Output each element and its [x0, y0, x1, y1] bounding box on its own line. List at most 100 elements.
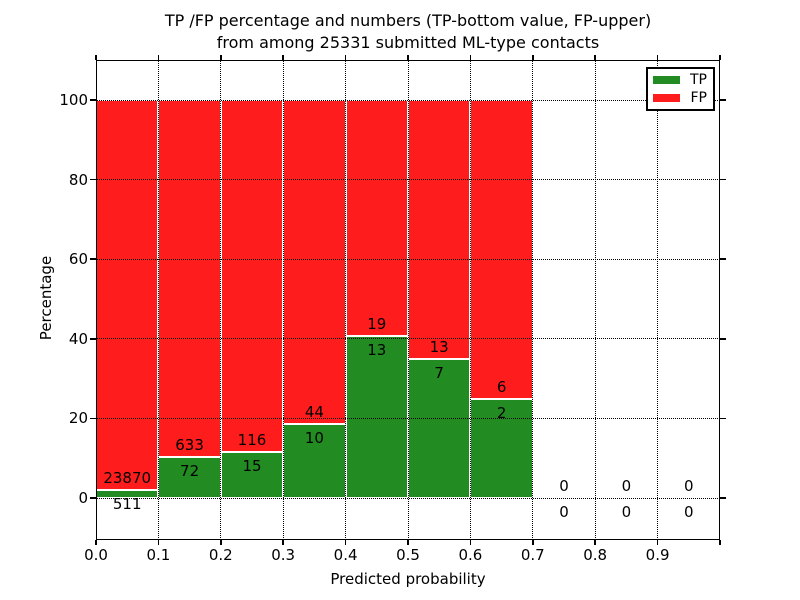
y-tick-mark-left — [90, 338, 96, 340]
bar-count-fp: 23870 — [103, 468, 152, 487]
x-tick-label: 0.4 — [333, 546, 358, 564]
gridline-vertical — [220, 60, 222, 540]
bar-count-fp: 633 — [175, 436, 204, 455]
y-tick-mark-right — [720, 178, 726, 181]
gridline-vertical — [282, 60, 284, 540]
bar-segment-fp — [158, 100, 221, 458]
y-tick-mark-left — [90, 497, 96, 499]
x-tick-label: 0.9 — [645, 546, 670, 564]
bar-count-fp: 0 — [684, 477, 694, 495]
x-tick-label: 0.0 — [84, 546, 108, 564]
legend-entry-tp: TP — [653, 72, 708, 89]
x-tick-mark-top — [469, 55, 472, 60]
bar-count-fp: 13 — [429, 337, 449, 356]
bar-segment-fp — [470, 100, 533, 399]
bar-count-tp: 0 — [621, 503, 632, 521]
bar-segment-tp — [408, 358, 471, 498]
x-tick-mark-top — [719, 55, 721, 60]
chart-title-line1: TP /FP percentage and numbers (TP-bottom… — [164, 11, 652, 30]
x-tick-label: 0.3 — [271, 546, 296, 564]
x-tick-mark-bottom — [282, 540, 284, 545]
gridline-vertical — [594, 60, 596, 540]
bar-count-tp: 10 — [304, 429, 324, 448]
y-axis-label: Percentage — [37, 255, 55, 341]
x-axis-label: Predicted probability — [330, 570, 486, 588]
bar-segment-tp — [283, 424, 346, 498]
x-tick-label: 0.5 — [396, 546, 420, 564]
x-tick-mark-bottom — [220, 540, 222, 545]
x-tick-mark-top — [282, 55, 284, 60]
x-tick-mark-bottom — [532, 540, 534, 545]
y-tick-mark-left — [90, 99, 96, 101]
y-tick-mark-right — [720, 258, 726, 260]
bar-segment-tp — [220, 452, 284, 498]
bar-segment-fp — [220, 100, 284, 453]
y-tick-mark-right — [720, 99, 726, 101]
plot-area: 23870 511 633 72 116 15 44 10 19 13 13 7 6 2 0 0 0 0 0 0 — [96, 60, 720, 540]
gridline-vertical — [657, 60, 659, 540]
x-tick-mark-bottom — [95, 540, 97, 545]
bar-count-fp: 19 — [367, 315, 387, 334]
x-tick-mark-bottom — [719, 540, 721, 545]
y-tick-label: 60 — [68, 250, 88, 269]
x-tick-mark-bottom — [469, 540, 472, 545]
y-tick-label: 100 — [59, 91, 88, 109]
x-tick-mark-bottom — [157, 540, 160, 545]
y-tick-label: 20 — [68, 409, 88, 428]
x-tick-mark-top — [220, 55, 222, 60]
x-tick-mark-top — [95, 55, 97, 60]
bar-count-fp: 0 — [621, 477, 632, 495]
bar-count-tp: 15 — [242, 457, 262, 476]
y-tick-mark-left — [90, 178, 96, 181]
y-tick-label: 0 — [78, 489, 88, 507]
x-tick-mark-top — [157, 55, 160, 60]
bar-segment-tp — [470, 398, 533, 498]
y-tick-mark-left — [90, 258, 96, 260]
legend: TP FP — [646, 67, 715, 111]
legend-entry-fp: FP — [653, 90, 708, 107]
bar-count-fp: 0 — [559, 477, 569, 495]
gridline-vertical — [532, 60, 534, 540]
gridline-vertical — [345, 60, 347, 540]
chart-title-line2: from among 25331 submitted ML-type conta… — [216, 33, 600, 52]
x-tick-mark-top — [532, 55, 534, 60]
bar-segment-fp — [283, 100, 346, 425]
bar-count-fp: 116 — [237, 431, 267, 450]
bar-segment-tp — [345, 336, 408, 498]
bar-count-fp: 6 — [496, 377, 507, 396]
bar-segment-fp — [96, 100, 159, 490]
bar-count-fp: 44 — [304, 403, 324, 422]
y-tick-mark-right — [720, 417, 726, 420]
bar-count-tp: 13 — [367, 341, 387, 360]
x-tick-mark-bottom — [594, 540, 596, 545]
legend-swatch-tp — [653, 76, 680, 84]
legend-label-tp: TP — [690, 72, 707, 88]
chart-title: TP /FP percentage and numbers (TP-bottom… — [96, 10, 720, 54]
y-tick-mark-right — [720, 497, 726, 499]
bar-segment-fp — [345, 100, 408, 337]
x-tick-label: 0.1 — [146, 546, 171, 564]
gridline-vertical — [469, 60, 471, 540]
x-tick-label: 0.2 — [208, 546, 233, 564]
x-tick-mark-bottom — [344, 540, 347, 545]
x-tick-label: 0.6 — [458, 546, 483, 564]
bar-segment-fp — [408, 100, 471, 359]
x-tick-mark-top — [344, 55, 347, 60]
gridline-vertical — [157, 60, 159, 540]
legend-swatch-fp — [653, 94, 680, 102]
x-tick-mark-top — [407, 55, 409, 60]
bar-count-tp: 0 — [684, 503, 694, 521]
bar-count-tp: 7 — [434, 363, 444, 382]
bar-count-tp: 72 — [180, 462, 200, 481]
y-tick-mark-left — [90, 417, 96, 420]
x-tick-mark-top — [656, 55, 659, 60]
y-tick-mark-right — [720, 338, 726, 340]
bar-count-tp: 0 — [559, 503, 569, 521]
x-tick-label: 0.8 — [583, 546, 608, 564]
y-tick-label: 80 — [68, 170, 88, 189]
x-tick-mark-top — [594, 55, 596, 60]
bar-count-tp: 2 — [496, 403, 507, 422]
x-tick-mark-bottom — [656, 540, 659, 545]
legend-label-fp: FP — [690, 90, 708, 106]
